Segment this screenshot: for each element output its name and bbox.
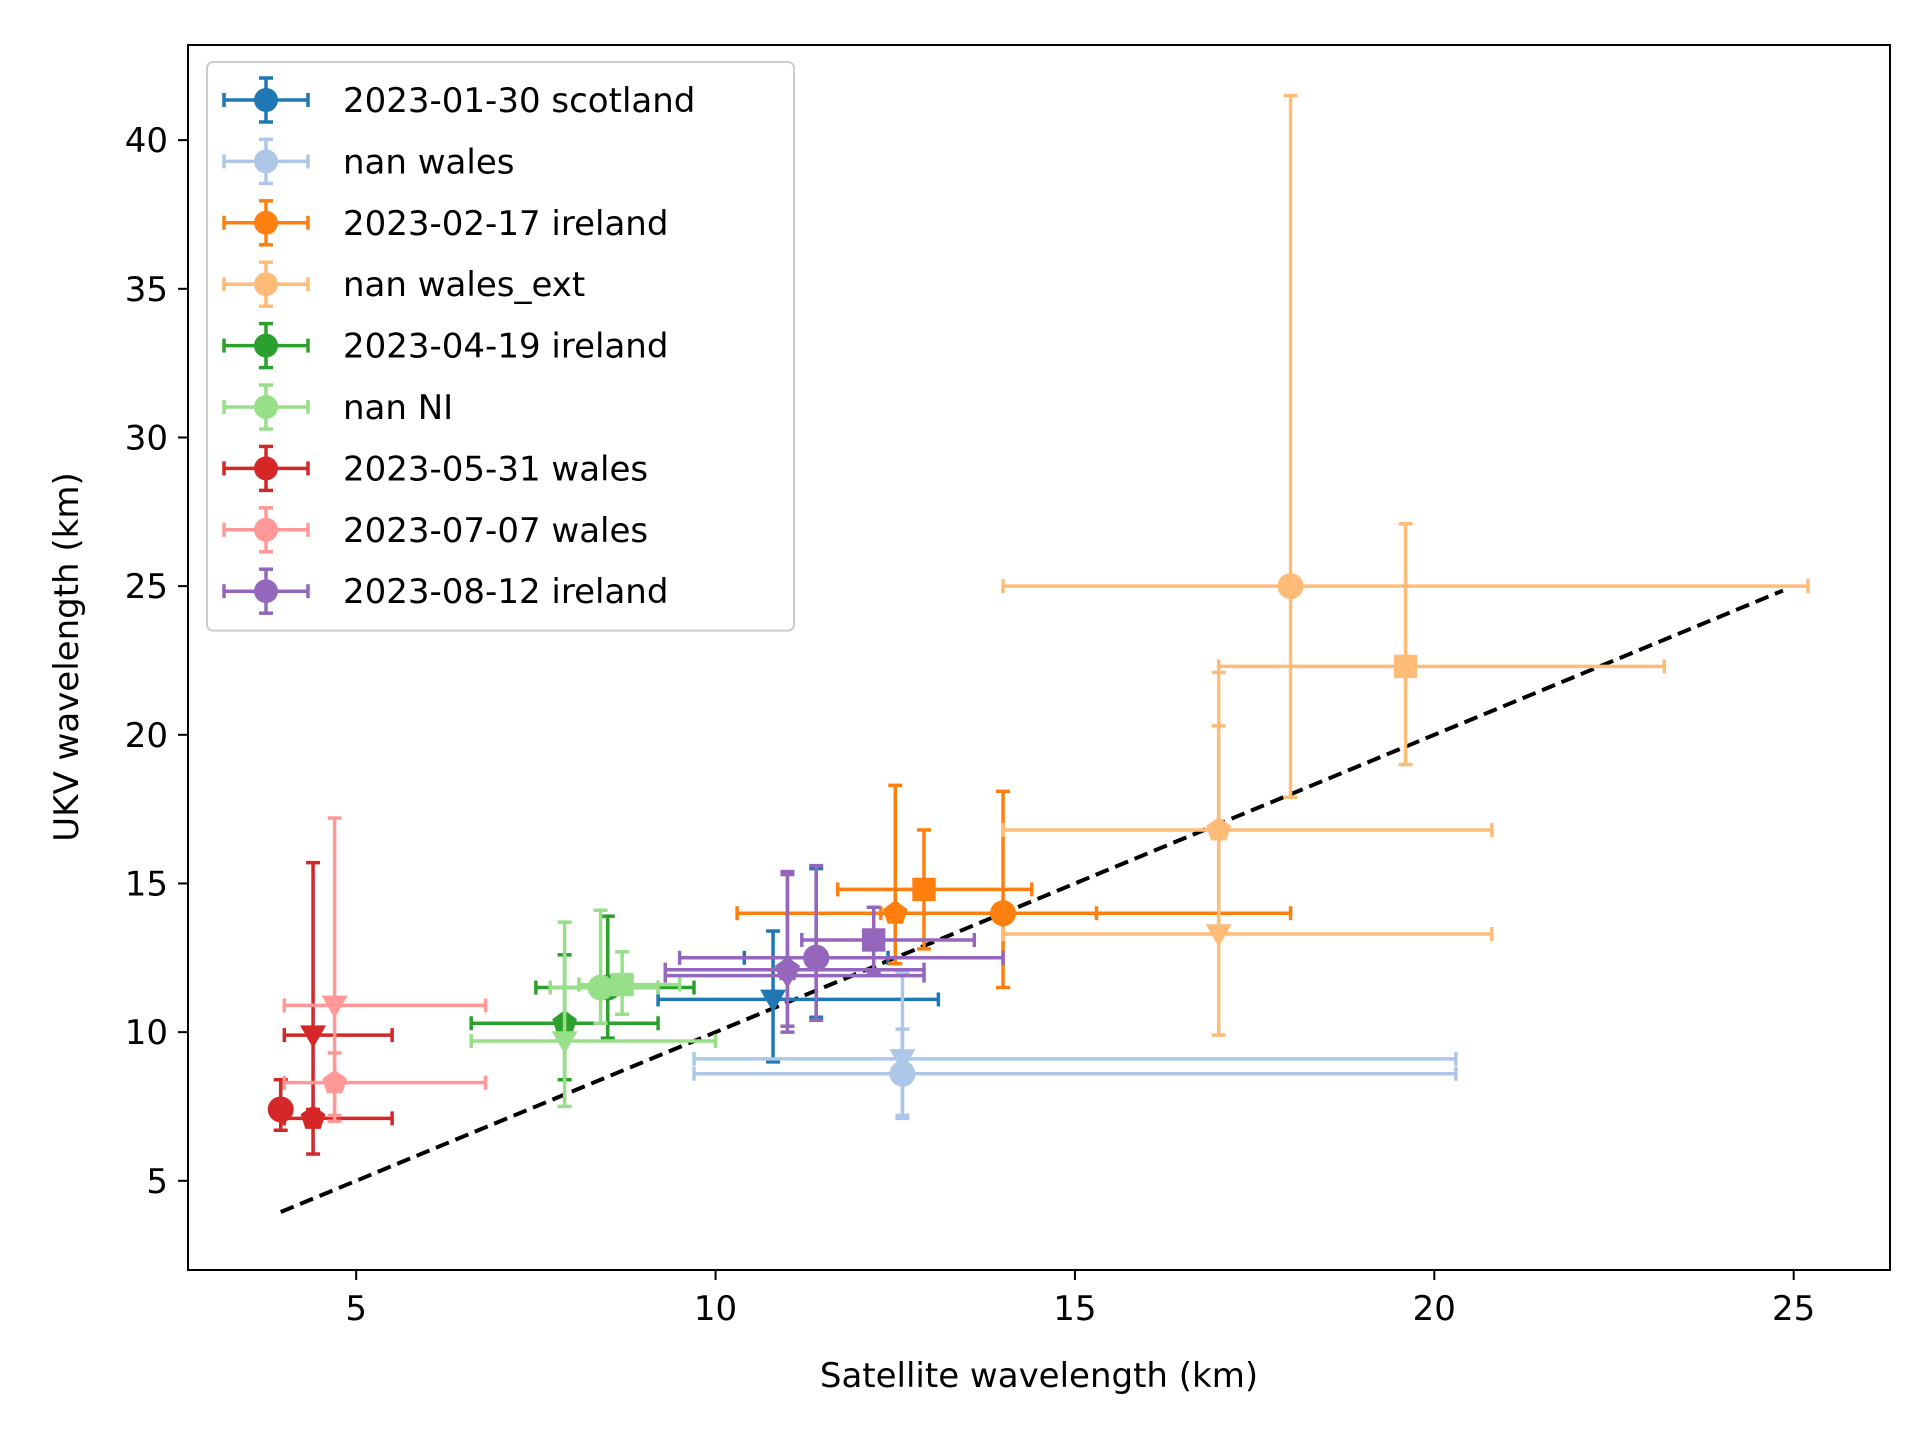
plot-frame <box>187 44 1891 1271</box>
legend-marker <box>254 210 278 235</box>
y-tick-label: 30 <box>125 418 168 458</box>
series-1 <box>692 970 1458 1121</box>
data-point <box>1205 924 1232 948</box>
x-tick-label: 15 <box>1053 1289 1096 1329</box>
y-axis-label: UKV wavelength (km) <box>47 472 87 841</box>
legend-label: 2023-05-31 wales <box>343 449 648 489</box>
reference-line-layer <box>279 588 1784 1214</box>
y-tick-label: 40 <box>125 121 168 161</box>
data-point <box>610 972 634 997</box>
data-point <box>300 1105 326 1129</box>
series-7 <box>282 816 488 1124</box>
legend-marker <box>254 456 278 481</box>
legend-label: nan wales_ext <box>343 265 585 305</box>
y-tick-label: 20 <box>125 716 168 756</box>
legend-item: nan NI <box>222 383 453 431</box>
legend-item: 2023-08-12 ireland <box>222 567 668 615</box>
legend-box <box>206 61 795 632</box>
series-8 <box>663 863 1005 1034</box>
data-point <box>587 974 614 1001</box>
x-tick-label: 10 <box>694 1289 737 1329</box>
legend-item: nan wales <box>222 137 514 186</box>
error-bar <box>1001 670 1494 1037</box>
legend-item: nan wales_ext <box>222 260 585 308</box>
legend-item: 2023-05-31 wales <box>222 444 648 493</box>
x-tick-label: 25 <box>1772 1289 1815 1329</box>
y-tick-label: 25 <box>125 567 168 607</box>
data-point <box>861 928 886 952</box>
legend-marker <box>254 149 278 174</box>
x-axis-ticks: 5 10 15 20 25 <box>345 1270 1815 1329</box>
y-tick-label: 15 <box>125 864 168 904</box>
data-point <box>889 1049 916 1072</box>
x-axis-label: Satellite wavelength (km) <box>820 1356 1258 1396</box>
legend-label: nan NI <box>343 388 453 428</box>
data-point <box>803 944 830 971</box>
error-bar <box>677 863 1005 1022</box>
series-5 <box>469 908 718 1109</box>
legend-marker <box>254 395 278 419</box>
series-6 <box>267 860 394 1156</box>
series-3 <box>1001 93 1810 1037</box>
y-tick-label: 10 <box>125 1013 168 1053</box>
legend-item: 2023-07-07 wales <box>222 506 648 554</box>
y-tick-label: 35 <box>125 270 168 310</box>
legend-label: 2023-08-12 ireland <box>343 572 668 612</box>
data-point <box>551 1031 578 1055</box>
legend-item: 2023-04-19 ireland <box>222 321 668 370</box>
legend-marker <box>254 88 278 112</box>
data-point <box>321 995 348 1019</box>
data-point <box>1393 654 1418 679</box>
legend-marker <box>254 272 278 297</box>
legend-label: 2023-01-30 scotland <box>343 81 695 121</box>
y-tick-label: 5 <box>146 1162 168 1202</box>
error-bar <box>735 783 1099 966</box>
legend-label: 2023-04-19 ireland <box>343 327 668 367</box>
x-tick-label: 5 <box>345 1289 367 1329</box>
legend-marker <box>254 579 278 604</box>
error-bar <box>282 860 394 1118</box>
data-point <box>912 877 936 902</box>
legend-label: 2023-07-07 wales <box>343 511 648 551</box>
data-point <box>1277 573 1304 600</box>
x-tick-label: 20 <box>1413 1289 1456 1329</box>
error-bar <box>469 920 718 1109</box>
data-point <box>882 900 908 924</box>
y-axis-ticks: 5 10 15 20 25 30 35 40 <box>125 121 188 1202</box>
reference-line <box>279 588 1784 1214</box>
data-point <box>774 965 801 989</box>
legend-marker <box>254 517 278 542</box>
legend-label: 2023-02-17 ireland <box>343 204 668 244</box>
error-bar <box>1216 521 1667 767</box>
data-point <box>300 1025 327 1049</box>
legend-item: 2023-01-30 scotland <box>222 76 695 124</box>
legend: 2023-01-30 scotland nan wales 2023-02-17 i… <box>206 61 795 632</box>
legend-label: nan wales <box>343 142 514 182</box>
series-layer <box>267 93 1810 1156</box>
legend-marker <box>254 333 278 358</box>
series-2 <box>735 783 1293 990</box>
data-point <box>760 989 787 1013</box>
data-point <box>267 1096 294 1123</box>
legend-item: 2023-02-17 ireland <box>222 199 668 247</box>
error-bar <box>282 816 488 1124</box>
error-bar <box>692 970 1458 1118</box>
